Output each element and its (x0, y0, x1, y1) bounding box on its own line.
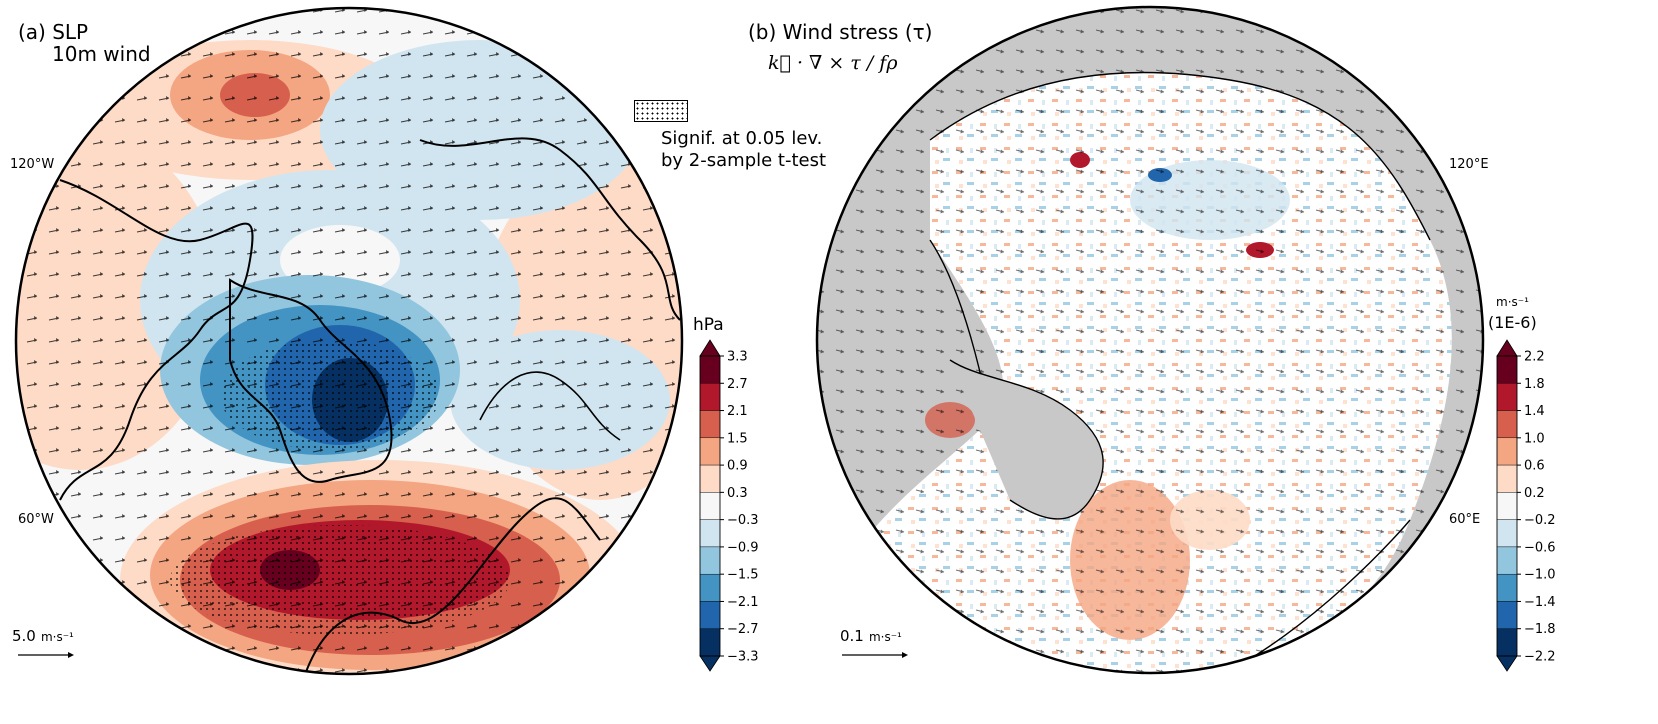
lon-label-120e: 120°E (1449, 157, 1489, 172)
panel-b-formula: k⃗ · ∇ × τ / fρ (768, 52, 898, 74)
colorbar-b-unit-bottom: (1E-6) (1488, 313, 1537, 332)
colorbar-a-swatch (699, 628, 721, 657)
panel-b-title: (b) Wind stress (τ) (748, 20, 933, 44)
colorbar-a-tick-label: 2.7 (727, 377, 748, 392)
significance-legend-line1: Signif. at 0.05 lev. (661, 128, 823, 149)
colorbar-a-swatch (699, 410, 721, 439)
colorbar-b-swatch (1496, 410, 1518, 439)
panel-b-scale: 0.1 m·s⁻¹ (840, 626, 930, 645)
significance-legend-line2: by 2-sample t-test (661, 150, 827, 171)
colorbar-a-swatch (699, 546, 721, 575)
lon-label-60w: 60°W (18, 512, 54, 527)
lon-label-120w: 120°W (10, 157, 55, 172)
colorbar-a-swatch (699, 519, 721, 548)
panel-a-subtitle: 10m wind (52, 42, 151, 66)
colorbar-b-tick-label: −2.2 (1524, 650, 1556, 665)
colorbar-a-tick-label: 3.3 (727, 350, 748, 365)
colorbar-b-tick-label: 0.2 (1524, 486, 1545, 501)
colorbar-a: 3.3 2.7 2.1 1.5 0.9 0.3 −0.3 −0.9 −1.5 −2.1 −2.7 −3… (699, 339, 759, 672)
colorbar-b-swatch (1496, 546, 1518, 575)
colorbar-b-tick-label: 1.4 (1524, 404, 1545, 419)
colorbar-b-swatch (1496, 355, 1518, 384)
colorbar-a-tick-label: 0.9 (727, 459, 748, 474)
colorbar-a-tick-label: 1.5 (727, 431, 748, 446)
panel-b-map (815, 5, 1485, 675)
colorbar-b-tick-label: 1.8 (1524, 377, 1545, 392)
colorbar-b-tick-label: 0.6 (1524, 459, 1545, 474)
colorbar-a-tick-label: −3.3 (727, 650, 759, 665)
panel-a-scale-unit: m·s⁻¹ (40, 630, 74, 644)
colorbar-a-swatch (699, 492, 721, 520)
panel-b-scale-value: 0.1 (840, 627, 864, 645)
colorbar-a-tick-label: −2.7 (727, 622, 759, 637)
colorbar-a-tick-label: −1.5 (727, 568, 759, 583)
colorbar-b-tick-label: −0.2 (1524, 513, 1556, 528)
colorbar-a-tick-label: −2.1 (727, 595, 759, 610)
colorbar-a-swatch (699, 383, 721, 411)
colorbar-b-swatch (1496, 628, 1518, 657)
colorbar-b-tick-label: −1.8 (1524, 622, 1556, 637)
colorbar-a-tick-label: −0.9 (727, 540, 759, 555)
colorbar-b-tick-label: −1.0 (1524, 568, 1556, 583)
colorbar-a-swatch (699, 355, 721, 384)
panel-a-scale-arrow (18, 652, 74, 658)
lon-label-60e: 60°E (1449, 512, 1481, 527)
panel-b-scale-unit: m·s⁻¹ (868, 630, 902, 644)
colorbar-b-swatch (1496, 464, 1518, 493)
colorbar-a-swatch (699, 464, 721, 493)
panel-a-map (14, 6, 684, 676)
colorbar-b: 2.2 1.8 1.4 1.0 0.6 0.2 −0.2 −0.6 −1.0 −1.4 −1.8 −2… (1496, 339, 1556, 672)
panel-a-title: (a) SLP (18, 20, 89, 44)
panel-a-scale: 5.0 m·s⁻¹ (12, 626, 102, 645)
colorbar-b-swatch (1496, 573, 1518, 602)
colorbar-b-unit-top: m·s⁻¹ (1496, 295, 1529, 309)
colorbar-b-swatch (1496, 519, 1518, 548)
panel-a-scale-value: 5.0 (12, 627, 36, 645)
colorbar-a-unit: hPa (693, 315, 724, 335)
colorbar-b-tick-label: −0.6 (1524, 540, 1556, 555)
colorbar-b-tick-label: −1.4 (1524, 595, 1556, 610)
colorbar-b-tick-label: 2.2 (1524, 350, 1545, 365)
colorbar-a-swatch (699, 601, 721, 629)
colorbar-a-swatch (699, 437, 721, 466)
colorbar-a-swatch (699, 573, 721, 602)
colorbar-a-tick-label: −0.3 (727, 513, 759, 528)
colorbar-b-swatch (1496, 601, 1518, 629)
panel-b-scale-arrow (842, 652, 908, 658)
significance-swatch (634, 100, 688, 122)
colorbar-a-tick-label: 2.1 (727, 404, 748, 419)
colorbar-b-swatch (1496, 437, 1518, 466)
colorbar-b-swatch (1496, 492, 1518, 520)
colorbar-a-tick-label: 0.3 (727, 486, 748, 501)
colorbar-b-swatch (1496, 383, 1518, 411)
colorbar-b-tick-label: 1.0 (1524, 431, 1545, 446)
